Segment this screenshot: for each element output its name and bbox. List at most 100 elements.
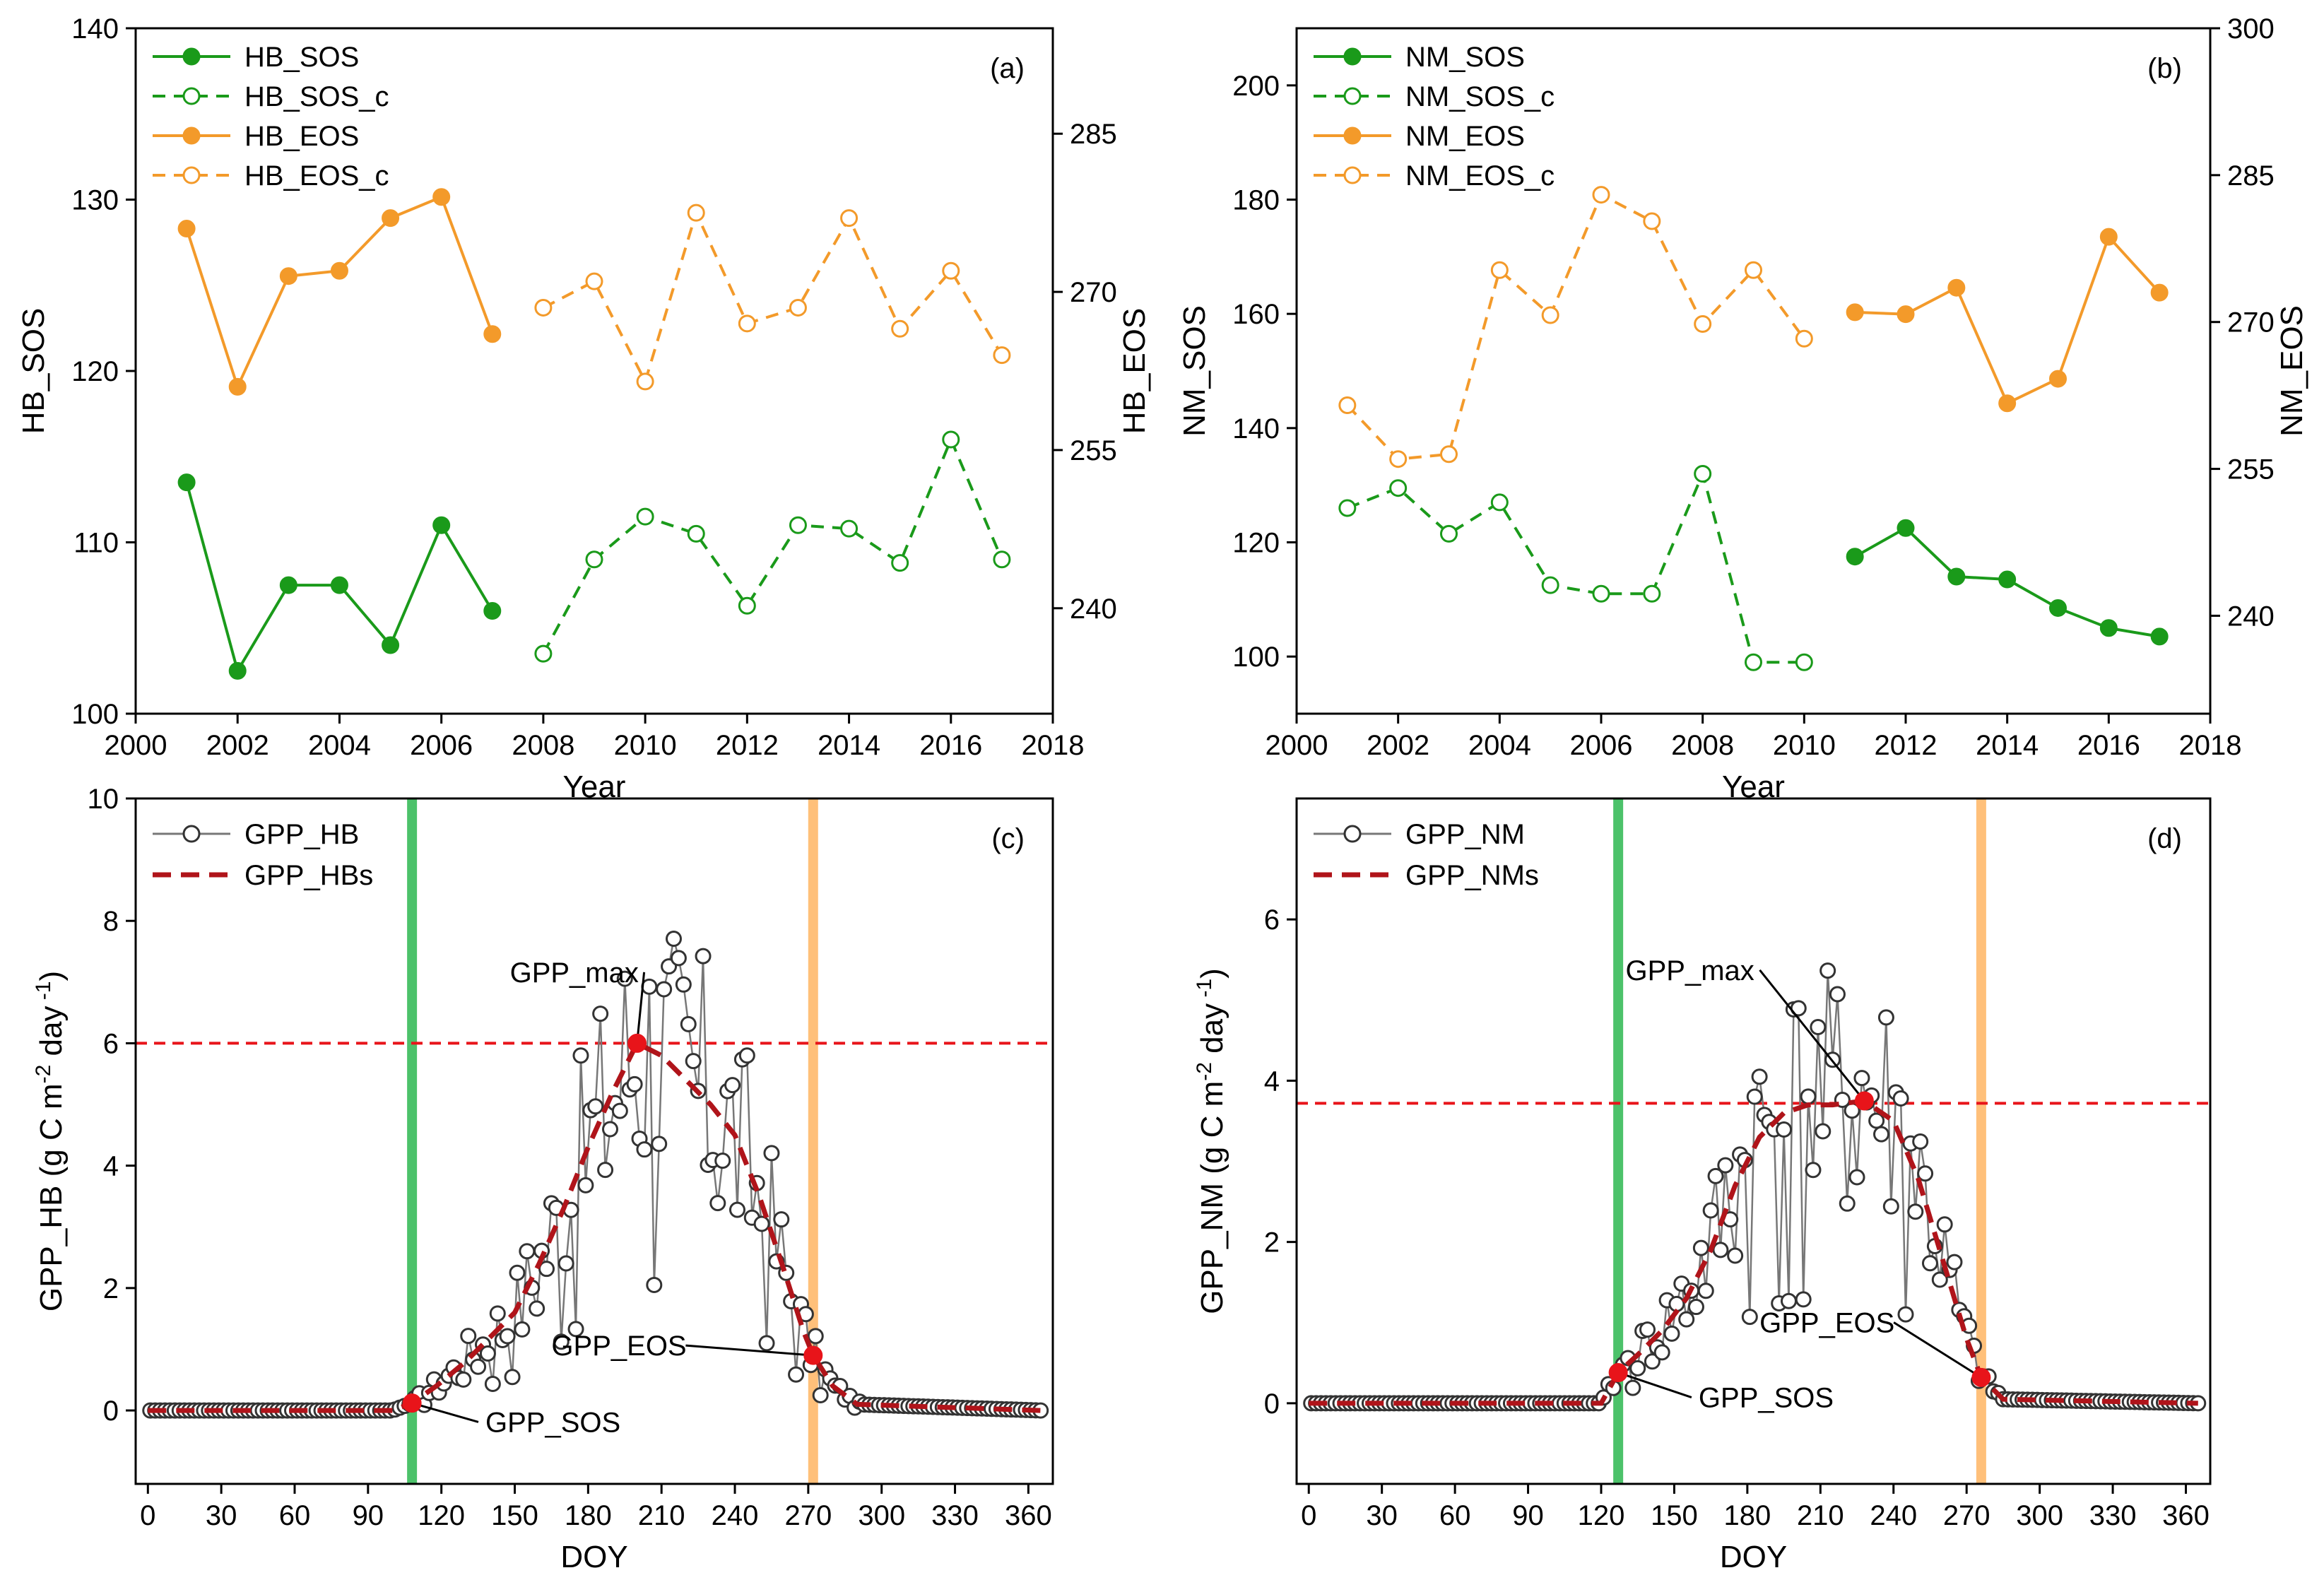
observed-point-d-103	[1805, 1162, 1822, 1179]
data-point-a-0-3	[330, 576, 348, 594]
observed-point-c-77	[519, 1243, 536, 1260]
y-tick-label-c-4: 8	[103, 906, 119, 937]
observed-point-c-122	[738, 1047, 755, 1064]
phenology-band-c-0	[407, 798, 418, 1484]
y2-tick-label-b-3: 285	[2227, 160, 2275, 191]
x-tick-label-a-1: 2002	[206, 730, 269, 761]
annotation-text-c-1: GPP_max	[510, 957, 639, 989]
x-tick-label-b-8: 2016	[2077, 730, 2140, 761]
x-tick-label-a-5: 2010	[614, 730, 677, 761]
observed-point-c-116	[709, 1195, 726, 1212]
observed-point-d-87	[1727, 1247, 1744, 1264]
y-tick-label-d-2: 4	[1264, 1066, 1280, 1097]
data-point-b-3-1	[1389, 450, 1408, 468]
observed-point-d-90	[1741, 1309, 1758, 1326]
observed-point-d-104	[1810, 1019, 1827, 1036]
legend-marker-b-2	[1343, 126, 1362, 145]
legend-marker-c-0	[182, 825, 201, 843]
observed-point-c-117	[714, 1152, 731, 1169]
observed-point-c-127	[763, 1145, 780, 1162]
annotation-text-d-0: GPP_SOS	[1699, 1383, 1834, 1414]
key-point-c-0	[402, 1393, 422, 1413]
x-tick-label-a-0: 2000	[105, 730, 167, 761]
data-point-b-2-5	[2099, 228, 2118, 246]
panel-label-b: (b)	[2147, 53, 2182, 84]
legend-text-b-3: NM_EOS_c	[1405, 160, 1555, 191]
observed-point-c-69	[479, 1345, 496, 1362]
data-point-b-3-6	[1643, 212, 1661, 230]
annotation-arrow-d-2	[1893, 1321, 1982, 1379]
observed-point-d-72	[1653, 1344, 1670, 1361]
observed-point-d-122	[1897, 1306, 1914, 1323]
observed-point-c-93	[597, 1162, 614, 1179]
observed-point-d-129	[1931, 1271, 1948, 1288]
observed-point-c-129	[773, 1211, 790, 1228]
y-tick-label-a-1: 110	[73, 528, 119, 559]
panel-label-d: (d)	[2147, 823, 2182, 854]
data-point-b-1-4	[1541, 576, 1559, 594]
data-point-a-1-5	[789, 516, 807, 534]
legend-marker-a-2	[182, 126, 201, 145]
observed-point-d-75	[1668, 1295, 1685, 1312]
observed-point-c-89	[577, 1177, 594, 1193]
annotation-text-c-0: GPP_SOS	[485, 1407, 620, 1438]
observed-point-c-125	[753, 1215, 770, 1232]
plot-frame-c	[134, 797, 1054, 1485]
data-point-b-3-8	[1745, 261, 1762, 279]
y-tick-label-c-1: 2	[103, 1273, 119, 1304]
data-point-b-0-6	[2150, 627, 2169, 646]
y-tick-label-c-0: 0	[103, 1396, 119, 1427]
x-tick-label-c-4: 120	[418, 1500, 465, 1531]
y-tick-label-d-3: 6	[1264, 904, 1280, 936]
observed-point-c-132	[788, 1366, 805, 1383]
data-point-a-2-1	[228, 377, 247, 396]
data-point-a-2-4	[382, 209, 400, 228]
observed-point-d-77	[1678, 1311, 1695, 1328]
y-axis-label-part: GPP_NM (g C m	[1195, 1081, 1229, 1314]
y-tick-label-a-3: 130	[71, 185, 119, 216]
y2-tick-label-b-1: 255	[2227, 454, 2275, 485]
data-point-a-2-6	[483, 325, 502, 343]
x-tick-label-c-0: 0	[140, 1500, 155, 1531]
observed-point-d-124	[1907, 1203, 1924, 1220]
series-line-a-1	[542, 435, 1003, 655]
x-tick-label-c-7: 210	[638, 1500, 685, 1531]
y-tick-label-b-1: 120	[1232, 528, 1280, 559]
plot-frame-d	[1295, 797, 2212, 1485]
y-tick-label-b-2: 140	[1232, 413, 1280, 444]
x-tick-label-c-9: 270	[784, 1500, 832, 1531]
observed-point-c-109	[675, 976, 692, 993]
y-tick-label-c-5: 10	[88, 784, 119, 815]
x-tick-label-b-2: 2004	[1468, 730, 1531, 761]
data-point-a-3-5	[789, 298, 807, 317]
observed-point-d-106	[1819, 962, 1836, 979]
x-tick-label-c-3: 90	[353, 1500, 384, 1531]
y2-tick-label-a-3: 285	[1070, 119, 1117, 150]
legend-marker-a-3	[182, 166, 201, 184]
observed-point-d-92	[1751, 1068, 1768, 1085]
y-tick-label-a-4: 140	[71, 13, 119, 45]
x-axis-label-c: DOY	[560, 1540, 627, 1574]
observed-point-d-119	[1882, 1198, 1899, 1215]
y-tick-label-b-0: 100	[1232, 642, 1280, 673]
data-point-a-2-2	[279, 267, 297, 285]
data-point-b-1-0	[1338, 499, 1357, 517]
observed-point-c-104	[651, 1136, 668, 1152]
phenology-band-c-1	[808, 798, 818, 1484]
key-point-d-0	[1608, 1363, 1628, 1383]
y-tick-label-c-3: 6	[103, 1028, 119, 1059]
data-point-a-3-6	[840, 209, 859, 228]
data-point-b-1-1	[1389, 479, 1408, 497]
data-point-b-2-3	[1998, 394, 2017, 413]
observed-line-d	[1311, 970, 2198, 1405]
observed-point-d-121	[1892, 1090, 1909, 1107]
data-point-a-0-4	[382, 636, 400, 654]
panel-a-chart: 2000 2002 2004 2006 2008 2010 2012 2014 2016 2018…	[16, 13, 1152, 804]
data-point-b-2-0	[1846, 303, 1864, 322]
observed-point-c-108	[670, 950, 687, 967]
data-point-a-1-1	[585, 550, 603, 569]
annotation-arrow-c-0	[411, 1402, 479, 1423]
x-tick-label-d-7: 210	[1797, 1500, 1844, 1531]
data-point-a-1-8	[942, 430, 960, 449]
observed-point-d-125	[1912, 1133, 1929, 1150]
